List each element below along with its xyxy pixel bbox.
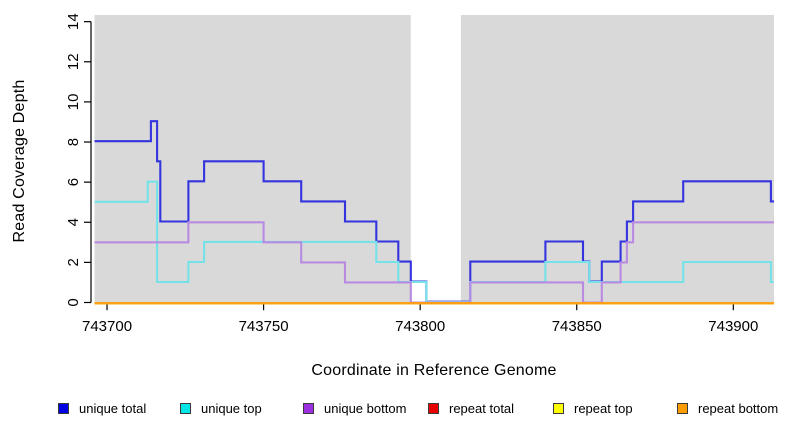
legend-swatch-unique-total xyxy=(58,402,69,414)
legend-label-repeat-total: repeat total xyxy=(449,400,515,416)
coverage-gap-band xyxy=(410,15,461,303)
y-tick-label: 0 xyxy=(65,298,82,306)
legend-label-repeat-bottom: repeat bottom xyxy=(698,400,779,416)
legend-item-unique-total: unique total xyxy=(58,399,146,417)
y-tick-label: 14 xyxy=(65,13,82,30)
y-tick-label: 8 xyxy=(65,138,82,146)
legend: unique total unique top unique bottom repea… xyxy=(0,399,792,423)
legend-item-unique-bottom: unique bottom xyxy=(303,399,406,417)
legend-item-unique-top: unique top xyxy=(180,399,262,417)
y-tick-label: 6 xyxy=(65,178,82,186)
legend-swatch-unique-bottom xyxy=(303,402,314,414)
x-tick-label: 743700 xyxy=(82,318,132,335)
legend-swatch-repeat-total xyxy=(428,402,439,414)
legend-label-unique-top: unique top xyxy=(201,400,262,416)
y-tick-label: 12 xyxy=(65,53,82,70)
y-axis-title: Read Coverage Depth xyxy=(11,79,28,243)
legend-label-repeat-top: repeat top xyxy=(574,400,633,416)
x-tick-label: 743800 xyxy=(395,318,445,335)
legend-item-repeat-top: repeat top xyxy=(553,399,633,417)
y-tick-label: 4 xyxy=(65,218,82,226)
y-tick-label: 10 xyxy=(65,94,82,111)
x-tick-label: 743900 xyxy=(708,318,758,335)
legend-swatch-repeat-bottom xyxy=(677,402,688,414)
x-axis-title: Coordinate in Reference Genome xyxy=(311,362,557,379)
legend-swatch-unique-top xyxy=(180,402,191,414)
x-tick-label: 743750 xyxy=(239,318,289,335)
legend-item-repeat-bottom: repeat bottom xyxy=(677,399,778,417)
legend-swatch-repeat-top xyxy=(553,402,564,414)
legend-label-unique-total: unique total xyxy=(79,400,147,416)
y-tick-label: 2 xyxy=(65,258,82,266)
series-line-unique-bottom xyxy=(94,221,774,304)
legend-label-unique-bottom: unique bottom xyxy=(324,400,407,416)
legend-item-repeat-total: repeat total xyxy=(428,399,514,417)
series-line-unique-top xyxy=(94,180,774,304)
x-tick-label: 743850 xyxy=(552,318,602,335)
